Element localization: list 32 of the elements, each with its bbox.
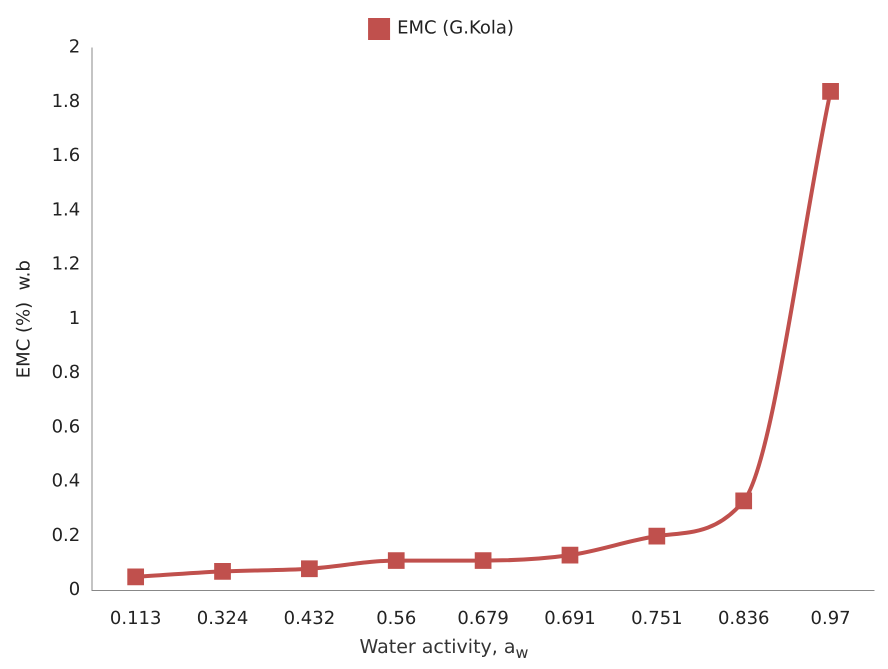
y-tick-label: 0.2 — [52, 524, 80, 546]
point — [127, 568, 144, 586]
point — [735, 492, 752, 510]
point — [648, 528, 666, 545]
y-tick-label: 0 — [68, 579, 80, 600]
y-tick-label: 0.8 — [52, 362, 80, 384]
y-tick-label: 0.4 — [52, 470, 80, 492]
x-axis-title: Water activity, a$_{w}$ — [358, 636, 530, 662]
y-tick-label: 1.4 — [52, 199, 80, 220]
y-tick-label: 1.6 — [52, 145, 80, 166]
y-tick-label: 1 — [68, 308, 80, 329]
x-tick-label: 0.113 — [110, 608, 162, 629]
x-tick-label: 0.836 — [718, 608, 770, 629]
x-tick-label: 0.324 — [196, 608, 248, 629]
y-tick-label: 1.8 — [52, 90, 80, 112]
point — [214, 563, 231, 580]
x-tick-label: 0.97 — [810, 608, 851, 629]
x-tick-label: 0.56 — [376, 608, 416, 629]
x-tick-label: 0.751 — [631, 608, 683, 629]
point — [474, 552, 492, 569]
point — [562, 546, 578, 564]
y-axis-title: EMC (%) w.b — [13, 260, 34, 378]
y-tick-label: 0.6 — [52, 416, 80, 438]
x-tick-label: 0.691 — [544, 608, 596, 629]
point — [388, 552, 405, 569]
point — [301, 560, 318, 578]
x-tick-label: 0.432 — [284, 608, 336, 629]
legend-label: EMC (G.Kola) — [397, 18, 514, 39]
y-tick-label: 1.2 — [52, 254, 80, 275]
x-tick-label: 0.679 — [457, 608, 509, 629]
y-tick-label: 2 — [68, 36, 80, 58]
point — [822, 83, 839, 100]
